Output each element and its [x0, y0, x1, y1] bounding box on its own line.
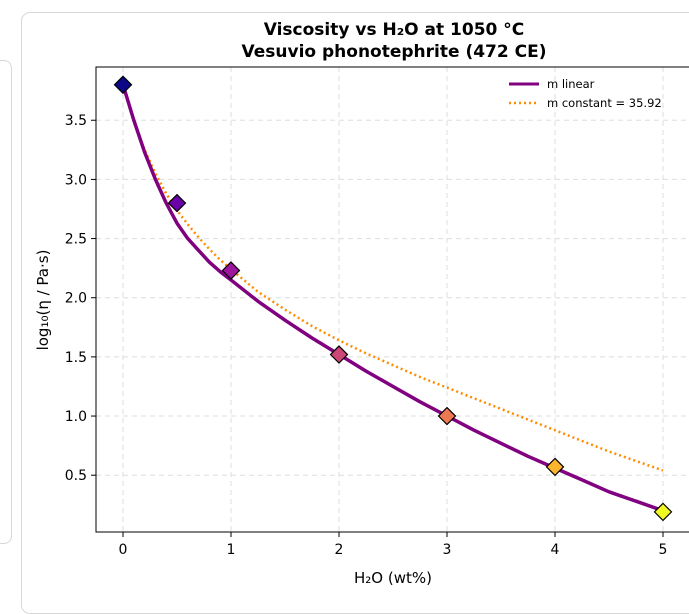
data-point-marker — [167, 193, 187, 213]
data-markers — [113, 75, 673, 522]
data-point-marker — [113, 75, 133, 95]
legend-label-linear: m linear — [547, 77, 595, 91]
legend-label-constant: m constant = 35.92 — [547, 96, 662, 110]
y-tick-label: 1.5 — [65, 350, 87, 366]
data-point-marker — [329, 345, 349, 364]
data-point-marker — [545, 457, 565, 477]
y-axis-label: log₁₀(η / Pa·s) — [34, 250, 52, 351]
y-tick-label: 0.5 — [65, 468, 87, 484]
y-tick-label: 2.0 — [65, 291, 87, 307]
series-line-constant — [121, 84, 664, 472]
x-tick-label: 0 — [119, 542, 128, 558]
background-panel — [0, 60, 12, 544]
x-tick-label: 5 — [659, 542, 668, 558]
plot-frame — [95, 66, 689, 533]
legend: m linear m constant = 35.92 — [509, 77, 662, 110]
x-tick-label: 2 — [335, 542, 344, 558]
chart-subtitle: Vesuvio phonotephrite (472 CE) — [242, 42, 547, 62]
chart-card: 0 1 2 3 4 5 0.5 1.0 1.5 2.0 2.5 3.0 3.5 Viscosity v… — [21, 12, 689, 614]
chart-title: Viscosity vs H₂O at 1050 °C — [264, 20, 525, 40]
x-tick-label: 3 — [443, 542, 452, 558]
x-tick-label: 1 — [227, 542, 236, 558]
y-tick-label: 3.5 — [65, 113, 87, 129]
chart-svg: 0 1 2 3 4 5 0.5 1.0 1.5 2.0 2.5 3.0 3.5 Viscosity v… — [34, 20, 689, 587]
y-axis-ticks: 0.5 1.0 1.5 2.0 2.5 3.0 3.5 — [65, 113, 96, 484]
series-lines — [121, 84, 664, 513]
y-tick-label: 1.0 — [65, 409, 87, 425]
x-axis-ticks: 0 1 2 3 4 5 — [119, 532, 668, 558]
series-line-linear — [121, 84, 664, 513]
x-axis-label: H₂O (wt%) — [354, 569, 432, 587]
grid-lines — [96, 67, 689, 532]
data-point-marker — [437, 406, 457, 426]
data-point-marker — [653, 502, 673, 522]
x-tick-label: 4 — [551, 542, 560, 558]
y-tick-label: 2.5 — [65, 232, 87, 248]
y-tick-label: 3.0 — [65, 172, 87, 188]
data-point-marker — [221, 261, 241, 280]
